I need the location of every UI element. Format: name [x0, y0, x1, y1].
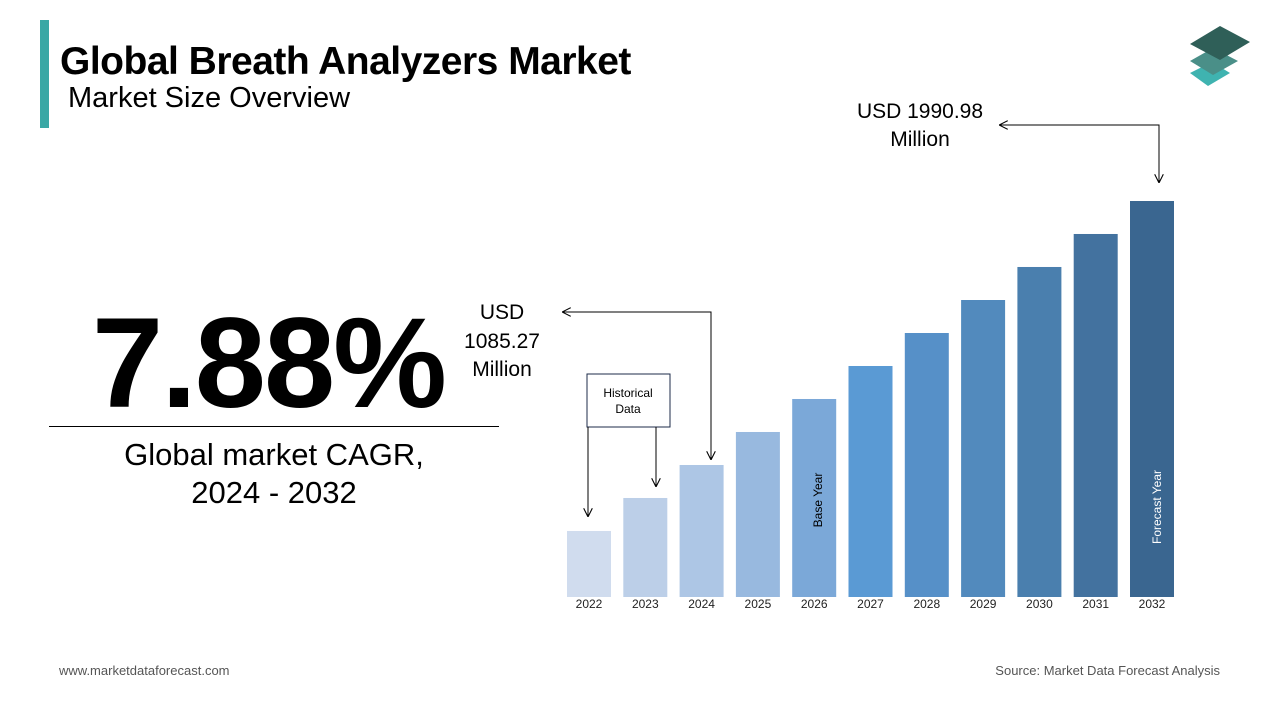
value-2024-line1: USD	[480, 301, 524, 324]
x-tick-2026: 2026	[801, 597, 828, 611]
source-note: Source: Market Data Forecast Analysis	[995, 663, 1220, 678]
x-tick-2028: 2028	[913, 597, 940, 611]
page-title: Global Breath Analyzers Market	[60, 40, 631, 83]
bar-2028	[904, 333, 949, 597]
bar-2029	[961, 300, 1006, 597]
arrow-2032	[1000, 125, 1159, 182]
x-tick-2025: 2025	[745, 597, 772, 611]
cagr-value: 7.88%	[92, 292, 447, 435]
bar-2032	[1130, 200, 1174, 597]
historical-label-2: Data	[615, 402, 641, 416]
divider	[49, 426, 499, 427]
bar-2026	[792, 398, 837, 597]
historical-data-box	[586, 373, 671, 428]
arrow-2024	[563, 312, 711, 459]
x-tick-2031: 2031	[1082, 597, 1109, 611]
x-tick-2032: 2032	[1139, 597, 1166, 611]
bar-2024	[679, 464, 724, 597]
bar-2022	[567, 530, 611, 597]
bar-2031	[1073, 233, 1118, 597]
x-tick-2024: 2024	[688, 597, 715, 611]
title-accent-bar	[40, 20, 49, 128]
cagr-label-line1: Global market CAGR,	[124, 437, 424, 472]
value-2032-line2: Million	[890, 128, 950, 151]
forecast-year-label: Forecast Year	[1150, 470, 1164, 544]
x-tick-2029: 2029	[970, 597, 997, 611]
base-year-label: Base Year	[811, 473, 825, 528]
website-link[interactable]: www.marketdataforecast.com	[59, 663, 230, 678]
x-tick-2022: 2022	[576, 597, 603, 611]
page-subtitle: Market Size Overview	[68, 82, 351, 114]
bar-2027	[848, 365, 893, 597]
bar-2030	[1017, 266, 1062, 597]
x-tick-2030: 2030	[1026, 597, 1053, 611]
bar-2023	[623, 497, 668, 597]
value-2024-line3: Million	[472, 358, 532, 381]
x-tick-2023: 2023	[632, 597, 659, 611]
value-2024-line2: 1085.27	[464, 330, 540, 353]
bar-2025	[735, 431, 780, 597]
value-2032-line1: USD 1990.98	[857, 100, 983, 123]
historical-label-1: Historical	[603, 386, 652, 400]
cagr-label-line2: 2024 - 2032	[191, 475, 357, 510]
x-tick-2027: 2027	[857, 597, 884, 611]
cagr-label: Global market CAGR, 2024 - 2032	[49, 436, 499, 512]
stacked-layers-icon	[1190, 26, 1250, 86]
